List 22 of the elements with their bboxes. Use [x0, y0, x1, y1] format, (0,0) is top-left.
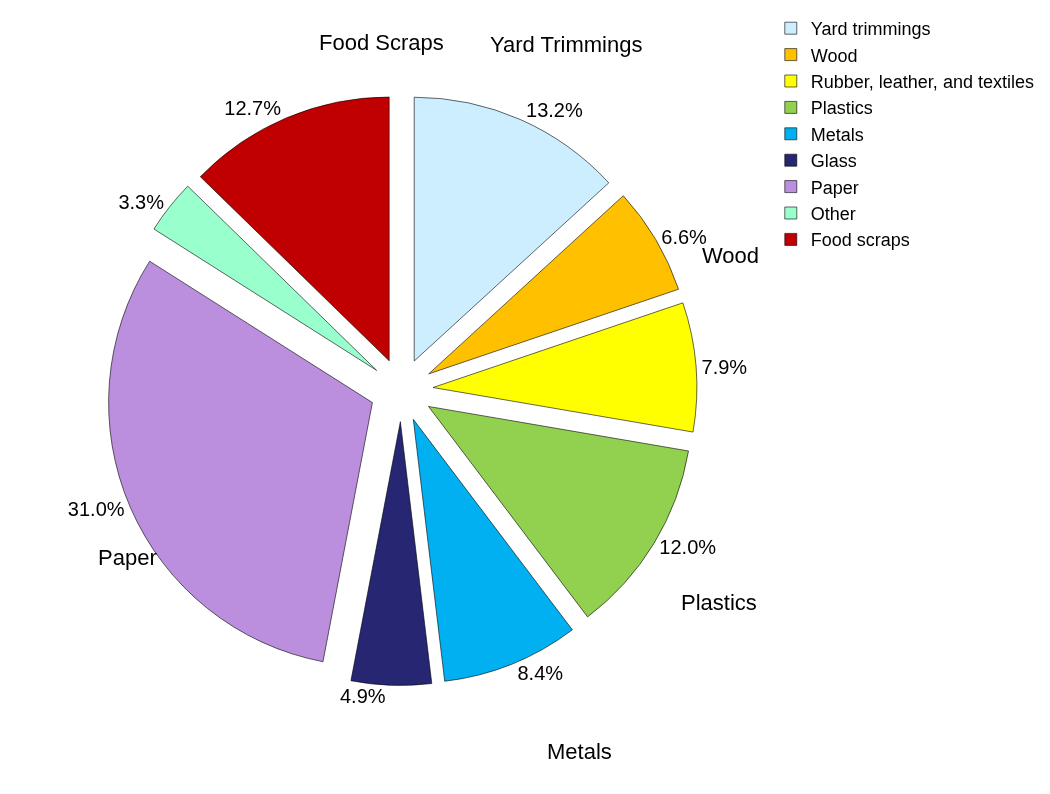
- data-label: 3.3%: [118, 191, 165, 214]
- text: Plastics: [681, 590, 757, 615]
- legend-label: Yard trimmings: [810, 19, 931, 40]
- legend-label: Metals: [810, 124, 864, 145]
- data-label: 8.4%: [517, 662, 564, 685]
- text: Paper: [98, 545, 157, 570]
- data-label: 4.9%: [339, 685, 386, 708]
- data-label: 31.0%: [67, 498, 125, 521]
- text: Yard Trimmings: [490, 32, 643, 57]
- data-label: 12.0%: [659, 535, 717, 558]
- legend-label: Glass: [810, 151, 857, 172]
- text: Food Scraps: [319, 30, 444, 55]
- data-label: 13.2%: [526, 99, 583, 122]
- legend-label: Rubber, leather, and textiles: [810, 72, 1034, 93]
- legend-label: Wood: [810, 45, 858, 66]
- legend-label: Other: [810, 204, 856, 225]
- text: Metals: [547, 739, 612, 764]
- legend-label: Food scraps: [810, 230, 910, 251]
- legend-label: Plastics: [810, 98, 873, 119]
- data-label: 7.9%: [701, 355, 748, 378]
- data-label: 12.7%: [224, 97, 282, 120]
- legend-label: Paper: [810, 177, 859, 198]
